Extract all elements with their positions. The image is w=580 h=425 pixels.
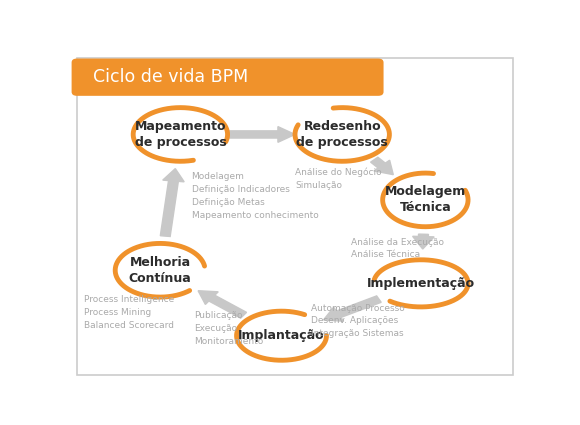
Text: Ciclo de vida BPM: Ciclo de vida BPM	[93, 68, 248, 86]
FancyBboxPatch shape	[77, 62, 108, 92]
FancyArrow shape	[412, 234, 434, 249]
FancyArrow shape	[371, 157, 393, 175]
FancyArrow shape	[227, 127, 295, 142]
Text: Process Intelligence
Process Mining
Balanced Scorecard: Process Intelligence Process Mining Bala…	[84, 295, 174, 329]
Text: Implantação: Implantação	[238, 329, 325, 342]
FancyArrow shape	[198, 291, 246, 318]
FancyArrow shape	[160, 169, 184, 236]
Text: Modelagem
Técnica: Modelagem Técnica	[385, 185, 466, 214]
Text: Implementação: Implementação	[367, 277, 475, 290]
Text: Análise do Negócio
Simulação: Análise do Negócio Simulação	[295, 167, 382, 190]
Text: Publicação
Execução
Monitoramento: Publicação Execução Monitoramento	[194, 311, 263, 346]
Text: Análise da Execução
Análise Técnica: Análise da Execução Análise Técnica	[351, 238, 444, 259]
Text: Mapeamento
de processos: Mapeamento de processos	[135, 120, 226, 149]
Text: Modelagem
Definição Indicadores
Definição Metas
Mapeamento conhecimento: Modelagem Definição Indicadores Definiçã…	[191, 172, 318, 220]
FancyBboxPatch shape	[71, 59, 383, 96]
Text: Automação Processo
Desenv. Aplicações
Integração Sistemas: Automação Processo Desenv. Aplicações In…	[311, 303, 404, 338]
Text: Redesenho
de processos: Redesenho de processos	[296, 120, 388, 149]
Text: Melhoria
Contínua: Melhoria Contínua	[129, 256, 191, 285]
FancyArrow shape	[324, 296, 381, 321]
